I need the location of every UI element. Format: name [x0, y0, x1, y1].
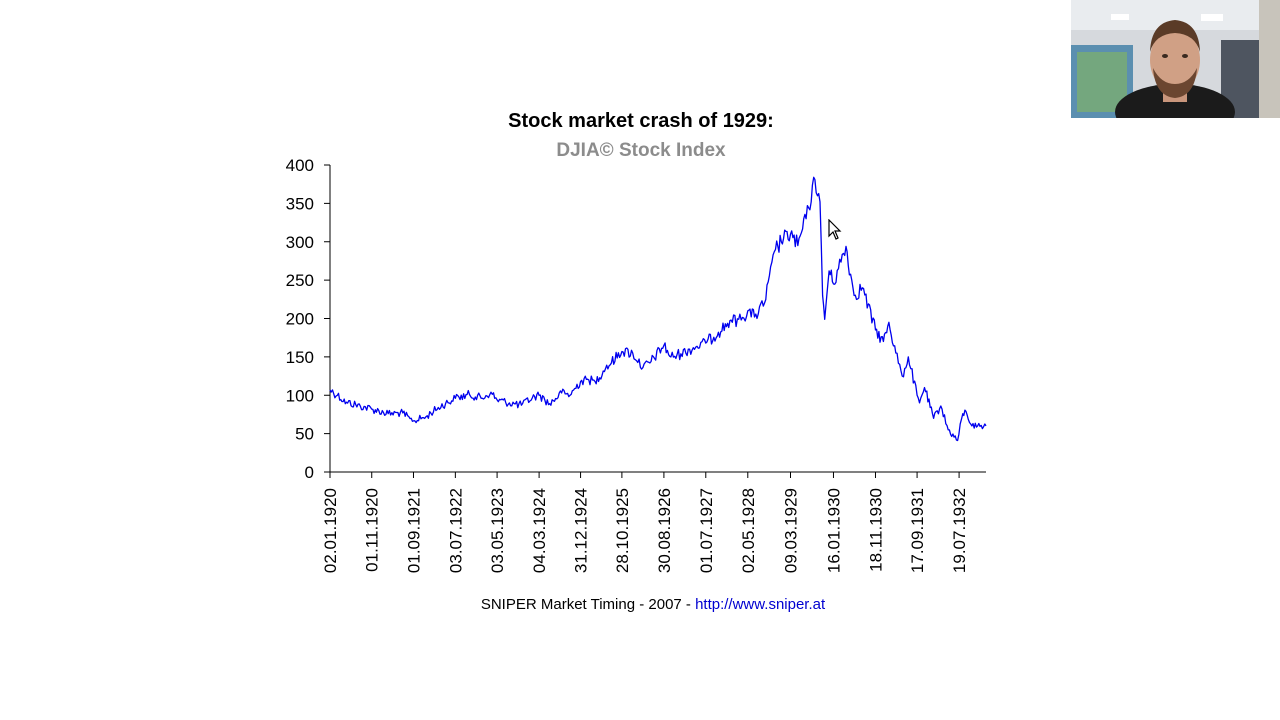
x-axis: 02.01.1920 01.11.1920 01.09.1921 03.07.1922… — [321, 471, 986, 573]
x-tick-label: 17.09.1931 — [908, 488, 927, 573]
webcam-presenter-image — [1071, 0, 1280, 118]
y-tick-label: 200 — [286, 310, 314, 329]
chart-title: Stock market crash of 1929: — [508, 110, 774, 132]
x-tick-label: 31.12.1924 — [572, 488, 591, 573]
x-tick-label: 02.01.1920 — [321, 488, 340, 573]
y-tick-label: 0 — [305, 463, 314, 482]
footer-link[interactable]: http://www.sniper.at — [695, 596, 826, 613]
x-tick-label: 03.07.1922 — [446, 488, 465, 573]
x-tick-label: 01.11.1920 — [363, 488, 382, 572]
y-tick-label: 250 — [286, 271, 314, 290]
x-tick-label: 01.09.1921 — [404, 488, 423, 573]
x-tick-label: 09.03.1929 — [781, 488, 800, 573]
footer-credit: SNIPER Market Timing - 2007 - — [481, 596, 695, 613]
y-tick-label: 50 — [295, 425, 314, 444]
x-tick-label: 19.07.1932 — [950, 488, 969, 573]
y-tick-label: 350 — [286, 194, 314, 213]
series-layer — [329, 176, 987, 442]
x-tick-label: 02.05.1928 — [739, 488, 758, 573]
x-tick-label: 03.05.1923 — [488, 488, 507, 573]
x-tick-label: 18.11.1930 — [866, 488, 885, 572]
chart-footer: SNIPER Market Timing - 2007 - http://www… — [481, 596, 826, 613]
x-tick-label: 01.07.1927 — [697, 488, 716, 573]
chart-subtitle: DJIA© Stock Index — [556, 140, 726, 161]
y-tick-label: 150 — [286, 348, 314, 367]
y-tick-label: 100 — [286, 386, 314, 405]
mouse-cursor-icon — [828, 219, 842, 240]
y-axis: 0 50 100 150 200 250 300 350 400 — [286, 156, 331, 482]
y-tick-label: 400 — [286, 156, 314, 175]
djia-series-line — [329, 176, 987, 442]
webcam-overlay — [1071, 0, 1280, 118]
x-tick-label: 04.03.1924 — [530, 488, 549, 573]
x-tick-label: 16.01.1930 — [824, 488, 843, 573]
x-tick-label: 30.08.1926 — [655, 488, 674, 573]
x-tick-label: 28.10.1925 — [613, 488, 632, 573]
y-tick-label: 300 — [286, 233, 314, 252]
